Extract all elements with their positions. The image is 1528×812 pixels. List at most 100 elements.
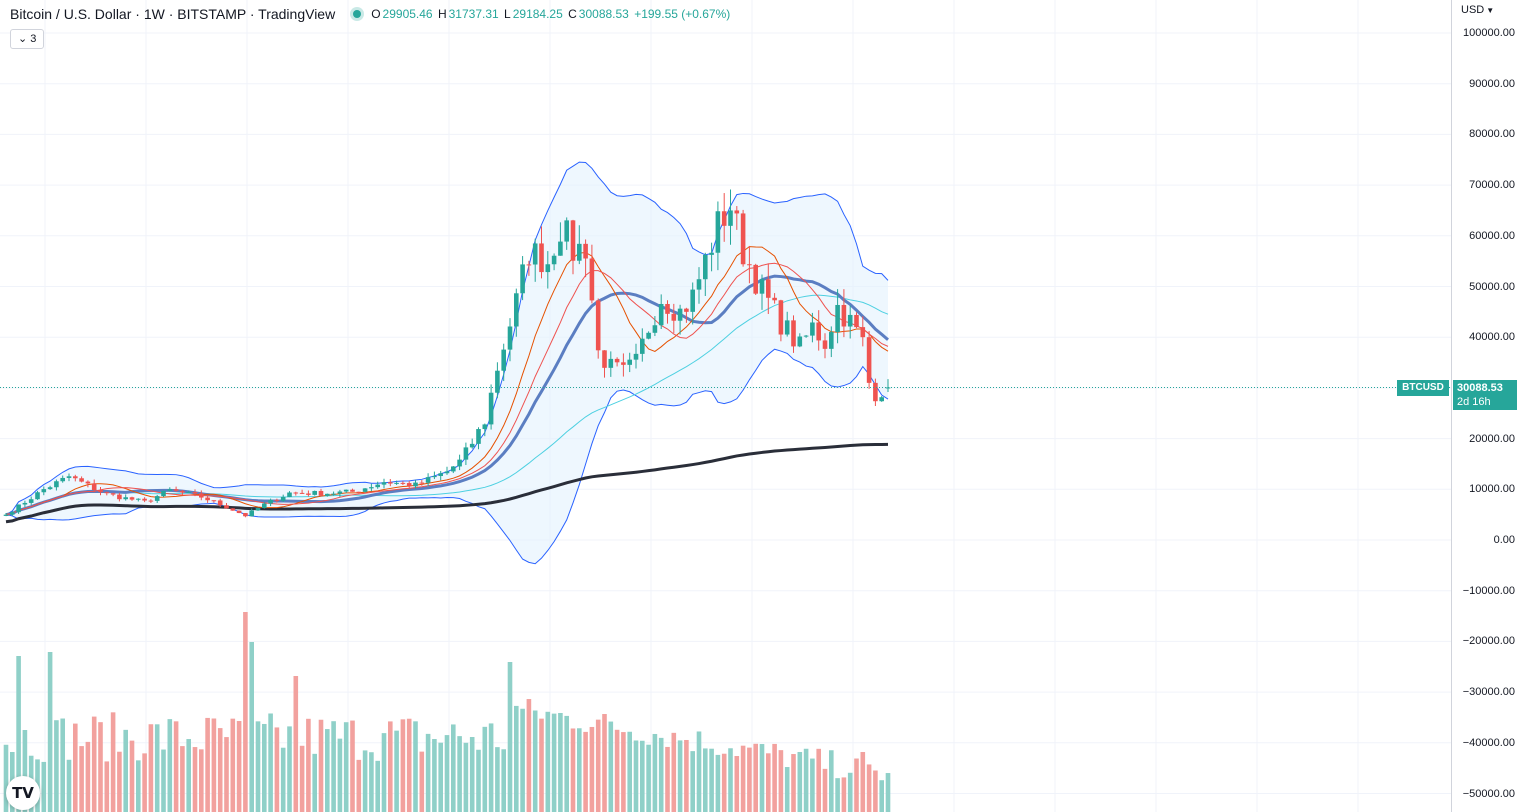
price-axis[interactable]: USD ▼ 100000.00 90000.00 80000.00 70000.00 60… [1451,0,1528,812]
volume-bar [709,748,714,812]
volume-bar [488,723,494,812]
candle-body [136,498,141,500]
candle-body [98,490,103,493]
candle-body [558,241,563,256]
chart-pane[interactable] [0,0,1451,812]
volume-bar [425,733,431,812]
candle-body [728,210,733,226]
volume-bar [180,746,185,812]
high-key: H [437,7,447,21]
candle-body [419,482,425,484]
candle-body [318,490,324,496]
volume-bar [375,760,380,812]
chevron-down-icon: ⌄ [18,33,28,45]
volume-bar [671,732,677,812]
volume-bar [406,718,412,812]
candle-body [123,497,128,500]
candle-body [495,370,500,393]
last-price-value: 30088.53 [1457,382,1503,394]
volume-bar [577,728,582,812]
candle-body [740,213,746,265]
volume-bar [463,742,469,812]
symbol-title[interactable]: Bitcoin / U.S. Dollar · 1W · BITSTAMP · … [10,6,336,22]
volume-bar [211,718,217,812]
candle-body [829,332,834,349]
candle-body [803,335,809,337]
candle-body [413,482,418,487]
candle-body [684,308,689,312]
volume-bar [551,713,557,812]
volume-bar [123,729,128,812]
candle-body [47,487,53,490]
candle-body [280,496,286,501]
currency-selector[interactable]: USD ▼ [1461,4,1494,16]
volume-bar [803,748,809,812]
volume-bar [822,768,828,812]
candle-body [501,349,506,371]
candle-body [841,304,847,327]
volume-bar [772,743,777,812]
volume-bar [104,761,110,812]
indicators-toggle-button[interactable]: ⌄ 3 [10,29,45,49]
volume-bar [457,736,462,812]
ma-50-line [5,294,889,516]
volume-bar [381,733,387,812]
candle-body [589,258,595,301]
candle-body [854,314,859,328]
candle-body [709,252,714,255]
volume-bar [784,767,790,812]
currency-label: USD [1461,4,1485,16]
candle-body [356,491,362,493]
symbol-price-label: BTCUSD [1397,380,1449,396]
volume-bar [640,740,645,812]
price-tick-label: 40000.00 [1469,331,1515,344]
candle-body [671,313,677,321]
chart-legend: Bitcoin / U.S. Dollar · 1W · BITSTAMP · … [10,6,732,22]
candle-body [488,392,494,425]
candle-body [577,243,582,261]
volume-bar [520,708,525,812]
candle-body [583,243,588,259]
volume-bar [438,742,443,812]
volume-bar [217,728,223,812]
volume-bar [54,720,59,812]
volume-bar [564,715,569,812]
candle-body [394,482,399,484]
candle-body [142,498,147,501]
volume-bar [129,740,135,812]
volume-bar [797,751,803,812]
volume-bar [205,717,210,812]
tradingview-logo-icon[interactable]: TV [6,776,40,810]
volume-bar [110,712,116,812]
candle-body [469,443,475,448]
candle-body [753,264,758,294]
chart-canvas[interactable] [0,0,1451,812]
volume-bar [255,721,261,812]
open-value: 29905.46 [382,7,433,21]
candle-body [205,497,210,501]
ma-200-line [5,442,889,524]
candle-body [772,297,777,301]
candle-body [873,382,878,402]
candle-body [388,482,393,484]
volume-bar [299,745,305,812]
candle-body [161,490,166,497]
volume-bar [161,749,166,812]
volume-bar [91,716,97,812]
volume-bar [860,752,866,812]
indicators-count: 3 [30,33,37,45]
volume-bar [306,718,311,812]
volume-bar [652,733,658,812]
volume-bar [507,662,513,812]
volume-bar [362,750,368,812]
price-tick-label: 60000.00 [1469,229,1515,242]
candle-body [633,353,639,360]
candle-body [400,482,406,484]
volume-bar [47,652,53,812]
volume-bar [262,723,267,812]
candle-body [41,489,47,493]
candle-body [539,243,544,273]
volume-bar [350,720,355,812]
last-price-tag: 30088.53 2d 16h [1453,380,1517,410]
candle-body [432,476,437,478]
